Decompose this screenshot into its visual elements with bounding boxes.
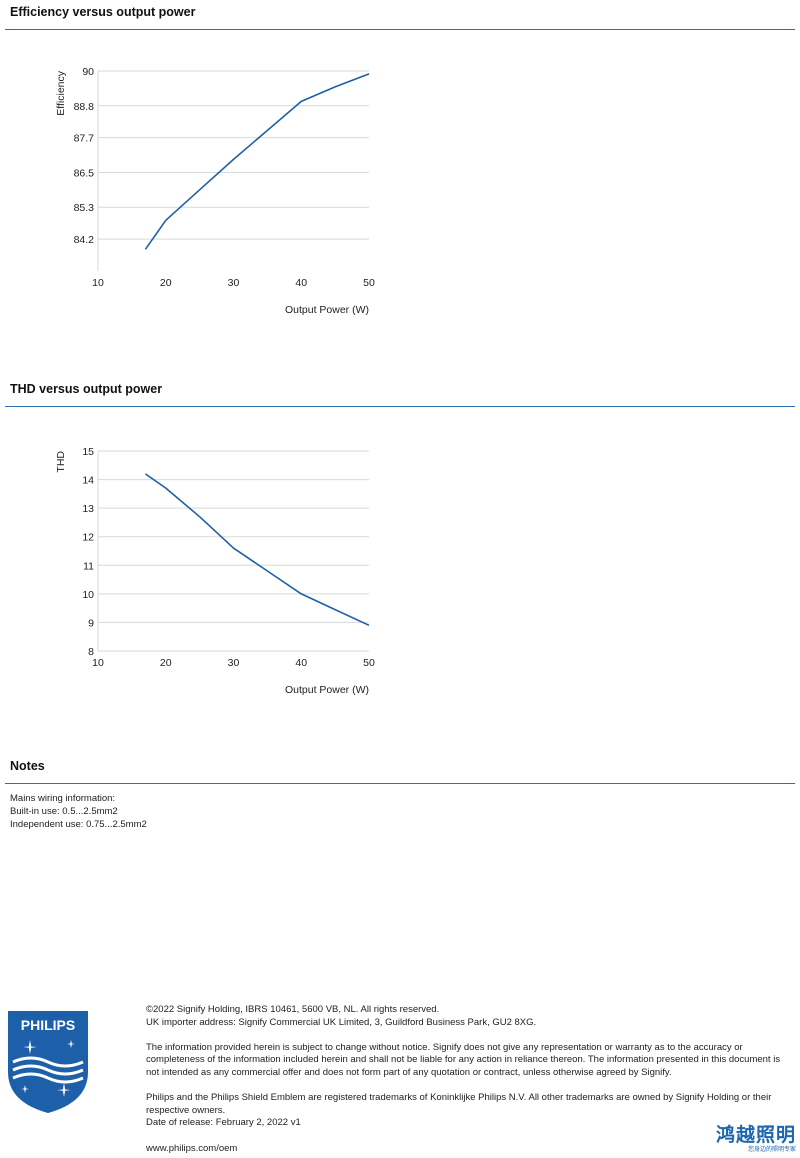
notes-line: Built-in use: 0.5...2.5mm2 (10, 806, 118, 817)
distributor-stamp: 鸿越照明 您身边的照明专家 (700, 1124, 796, 1158)
footer-disclaimer: The information provided herein is subje… (146, 1041, 781, 1078)
footer-release-date: Date of release: February 2, 2022 v1 (146, 1117, 301, 1129)
footer-text: ©2022 Signify Holding, IBRS 10461, 5600 … (146, 1004, 791, 1155)
thd-y-tick-label: 14 (82, 475, 94, 487)
thd-chart: 8 9 10 11 12 13 14 15 10 20 30 40 50 Output Power (W)… (55, 446, 375, 696)
efficiency-y-tick-label: 85.3 (74, 202, 95, 214)
notes-body: Mains wiring information: Built-in use: … (10, 792, 147, 831)
thd-y-tick-label: 10 (82, 589, 94, 601)
thd-y-tick-label: 15 (82, 446, 94, 458)
notes-section-title: Notes (10, 759, 45, 773)
efficiency-y-axis-label: Efficiency (55, 70, 67, 115)
philips-shield-logo: PHILIPS (8, 1011, 88, 1113)
efficiency-series-line (144, 73, 370, 250)
footer-website-link[interactable]: www.philips.com/oem (146, 1142, 238, 1154)
efficiency-y-tick-label: 84.2 (74, 234, 95, 246)
efficiency-chart: 84.2 85.3 86.5 87.7 88.8 90 10 20 30 40 50 Output P… (55, 66, 375, 316)
efficiency-y-tick-label: 87.7 (74, 133, 95, 145)
footer-importer: UK importer address: Signify Commercial … (146, 1016, 537, 1028)
thd-y-tick-label: 8 (88, 646, 94, 658)
footer-copyright: ©2022 Signify Holding, IBRS 10461, 5600 … (146, 1004, 440, 1015)
efficiency-x-tick-label: 50 (363, 277, 375, 289)
section-divider (5, 783, 795, 784)
efficiency-x-tick-label: 20 (160, 277, 172, 289)
stamp-subtitle: 您身边的照明专家 (747, 1146, 796, 1153)
efficiency-x-tick-label: 10 (92, 277, 104, 289)
footer-trademarks: Philips and the Philips Shield Emblem ar… (146, 1092, 772, 1116)
notes-line: Mains wiring information: (10, 793, 116, 804)
logo-wordmark: PHILIPS (21, 1017, 75, 1033)
efficiency-y-tick-label: 90 (82, 66, 94, 78)
efficiency-section-title: Efficiency versus output power (10, 5, 196, 19)
thd-y-axis-label: THD (55, 451, 67, 473)
efficiency-y-tick-label: 86.5 (74, 167, 95, 179)
stamp-title: 鸿越照明 (715, 1124, 796, 1146)
efficiency-x-tick-label: 40 (295, 277, 307, 289)
thd-y-tick-label: 9 (88, 617, 94, 629)
thd-series-line (144, 473, 370, 627)
efficiency-x-axis-label: Output Power (W) (285, 304, 369, 316)
thd-y-tick-label: 12 (82, 532, 94, 544)
thd-x-axis-label: Output Power (W) (285, 684, 369, 696)
thd-x-tick-label: 50 (363, 657, 375, 669)
efficiency-x-tick-label: 30 (228, 277, 240, 289)
notes-line: Independent use: 0.75...2.5mm2 (10, 819, 147, 830)
thd-x-tick-label: 20 (160, 657, 172, 669)
thd-y-tick-label: 13 (82, 503, 94, 515)
thd-x-tick-label: 40 (295, 657, 307, 669)
efficiency-y-tick-label: 88.8 (74, 101, 95, 113)
thd-y-tick-label: 11 (83, 560, 94, 572)
section-divider (5, 406, 795, 407)
thd-section-title: THD versus output power (10, 382, 163, 396)
thd-x-tick-label: 10 (92, 657, 104, 669)
section-divider (5, 29, 795, 30)
thd-x-tick-label: 30 (228, 657, 240, 669)
